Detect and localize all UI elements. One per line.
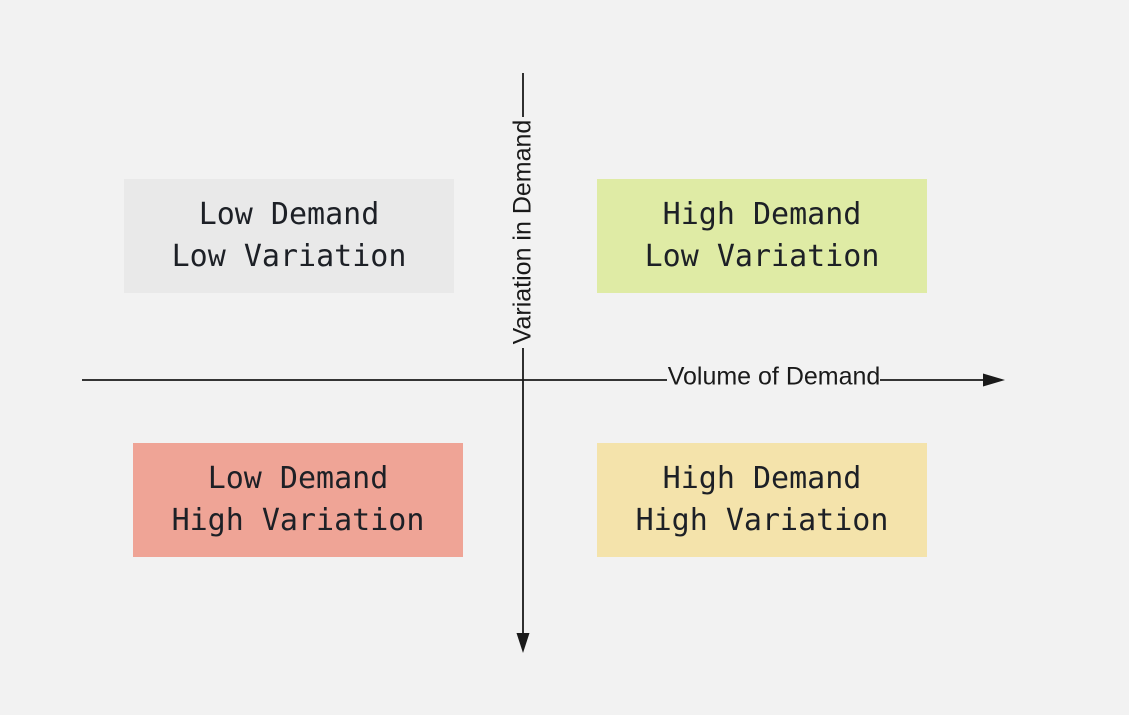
x-axis-arrowhead-icon xyxy=(983,373,1005,387)
quadrant-low-demand-low-variation: Low Demand Low Variation xyxy=(124,179,454,293)
quadrant-label-line1: High Demand xyxy=(662,197,862,232)
y-axis-label: Variation in Demand xyxy=(508,119,537,345)
quadrant-label-line2: Low Variation xyxy=(644,239,880,274)
y-axis-arrowhead-icon xyxy=(516,633,530,653)
quadrant-label-line2: Low Variation xyxy=(171,239,407,274)
quadrant-high-demand-high-variation: High Demand High Variation xyxy=(597,443,927,557)
quadrant-label-line2: High Variation xyxy=(171,503,425,538)
quadrant-high-demand-low-variation: High Demand Low Variation xyxy=(597,179,927,293)
quadrant-label-line1: High Demand xyxy=(662,461,862,496)
quadrant-label-line1: Low Demand xyxy=(207,461,389,496)
x-axis-label: Volume of Demand xyxy=(667,362,881,391)
quadrant-low-demand-high-variation: Low Demand High Variation xyxy=(133,443,463,557)
quadrant-label-line1: Low Demand xyxy=(198,197,380,232)
quadrant-label-line2: High Variation xyxy=(635,503,889,538)
